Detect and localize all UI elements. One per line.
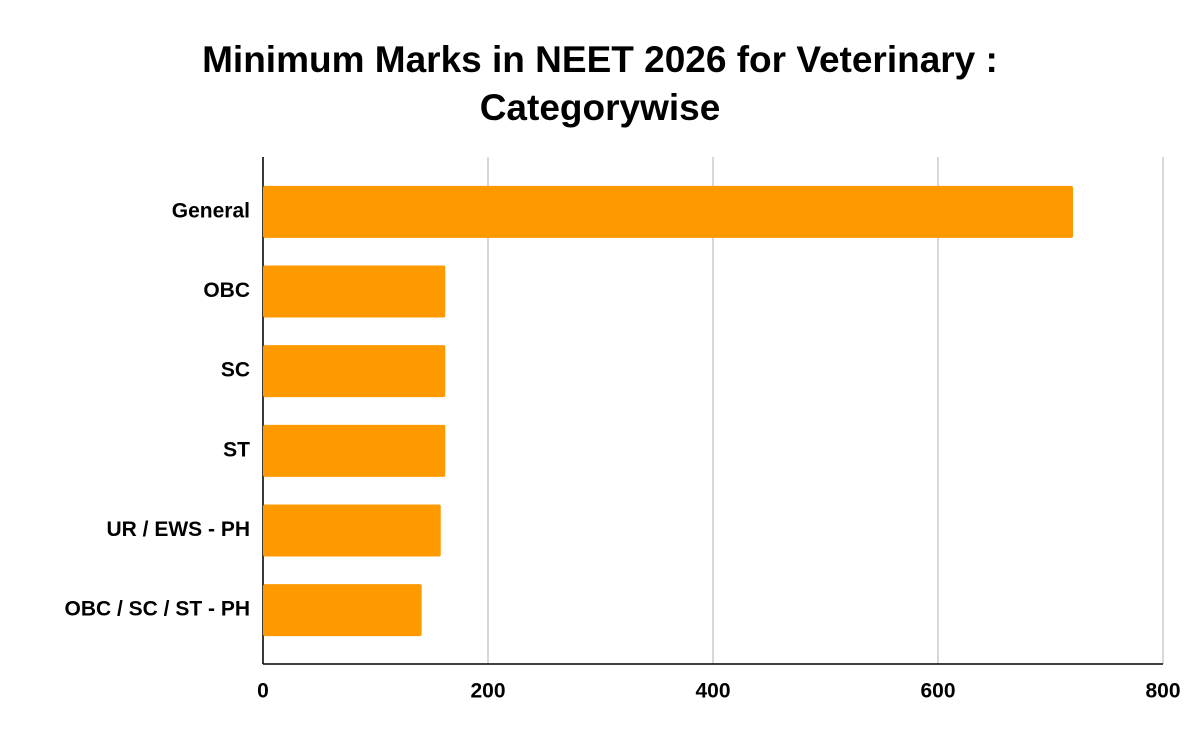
x-tick-label: 800 [1145,680,1180,703]
y-tick-label: General [172,199,250,222]
y-tick-label: UR / EWS - PH [106,518,250,541]
x-tick-label: 0 [257,680,269,703]
bar [263,345,446,398]
bar [263,584,422,637]
x-tick-label: 200 [470,680,505,703]
y-tick-label: SC [221,359,250,382]
bar [263,424,446,477]
bar [263,504,441,557]
y-tick-label: OBC / SC / ST - PH [64,598,250,621]
x-tick-label: 400 [695,680,730,703]
bar [263,185,1073,238]
y-tick-label: OBC [203,279,250,302]
bar [263,265,446,318]
x-tick-label: 600 [920,680,955,703]
y-tick-label: ST [223,438,250,461]
chart-title: Minimum Marks in NEET 2026 for Veterinar… [202,39,998,128]
